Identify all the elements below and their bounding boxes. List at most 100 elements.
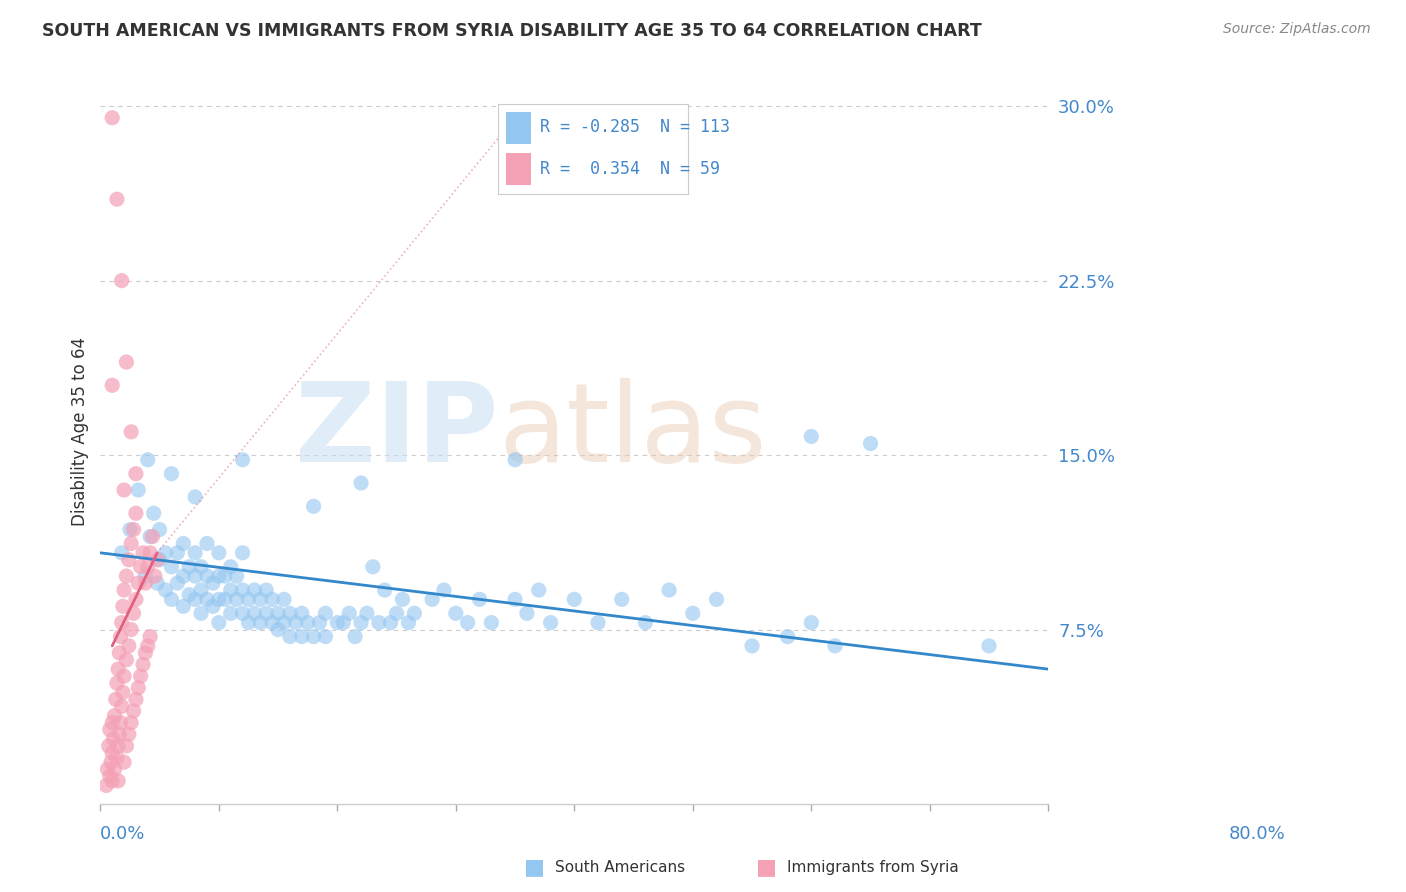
Point xyxy=(586,615,609,630)
Point xyxy=(179,559,201,574)
Point xyxy=(127,681,149,695)
Point xyxy=(208,546,231,560)
Point xyxy=(136,559,159,574)
Point xyxy=(179,588,201,602)
Y-axis label: Disability Age 35 to 64: Disability Age 35 to 64 xyxy=(72,337,89,526)
Text: SOUTH AMERICAN VS IMMIGRANTS FROM SYRIA DISABILITY AGE 35 TO 64 CORRELATION CHAR: SOUTH AMERICAN VS IMMIGRANTS FROM SYRIA … xyxy=(42,22,981,40)
Point xyxy=(249,592,271,607)
Point xyxy=(706,592,728,607)
Point xyxy=(184,546,207,560)
Point xyxy=(105,192,128,206)
Point xyxy=(143,569,166,583)
Point xyxy=(562,592,585,607)
Point xyxy=(225,569,247,583)
Point xyxy=(208,569,231,583)
Point xyxy=(391,592,413,607)
Text: ■: ■ xyxy=(524,857,544,877)
Point xyxy=(219,559,242,574)
Point xyxy=(201,576,224,591)
Text: ZIP: ZIP xyxy=(295,378,499,485)
Point xyxy=(115,569,138,583)
Point xyxy=(120,425,142,439)
Point xyxy=(141,529,163,543)
Point xyxy=(190,607,212,621)
Point xyxy=(96,762,118,776)
Point xyxy=(308,615,330,630)
Point xyxy=(396,615,419,630)
Point xyxy=(160,592,183,607)
Point xyxy=(108,646,131,660)
Point xyxy=(214,569,236,583)
Point xyxy=(108,727,131,741)
Point xyxy=(101,746,124,760)
Point xyxy=(468,592,491,607)
Point xyxy=(101,773,124,788)
Point xyxy=(104,692,127,706)
Point xyxy=(96,779,118,793)
Point xyxy=(243,582,266,597)
Point xyxy=(166,576,188,591)
Point xyxy=(380,615,402,630)
Point xyxy=(160,467,183,481)
Point xyxy=(112,669,135,683)
Point xyxy=(103,731,125,746)
Point xyxy=(741,639,763,653)
Point xyxy=(457,615,479,630)
Point xyxy=(254,582,277,597)
Point xyxy=(125,467,148,481)
Point xyxy=(125,592,148,607)
Point xyxy=(146,553,169,567)
Point xyxy=(125,692,148,706)
Point xyxy=(120,536,142,550)
Point xyxy=(139,546,162,560)
Point xyxy=(404,607,426,621)
Point xyxy=(122,704,145,718)
Point xyxy=(149,523,172,537)
Point xyxy=(149,553,172,567)
Point xyxy=(118,727,141,741)
Point xyxy=(97,739,120,753)
Point xyxy=(195,569,218,583)
Point xyxy=(291,630,314,644)
Point xyxy=(356,607,378,621)
Point xyxy=(634,615,657,630)
Point xyxy=(118,523,141,537)
Point xyxy=(314,630,336,644)
Point xyxy=(800,615,823,630)
Point xyxy=(100,755,122,769)
Point xyxy=(262,615,284,630)
Point xyxy=(112,483,135,497)
Point xyxy=(98,723,121,737)
Text: atlas: atlas xyxy=(499,378,768,485)
Point xyxy=(101,111,124,125)
Point xyxy=(273,592,295,607)
Point xyxy=(107,662,129,676)
Point xyxy=(190,559,212,574)
Point xyxy=(125,506,148,520)
Point xyxy=(610,592,633,607)
Point xyxy=(142,506,165,520)
Point xyxy=(859,436,882,450)
Point xyxy=(201,599,224,614)
Point xyxy=(195,592,218,607)
Point xyxy=(385,607,408,621)
Point xyxy=(232,582,254,597)
Point xyxy=(302,630,325,644)
Point xyxy=(262,592,284,607)
Point xyxy=(112,582,135,597)
Point xyxy=(238,615,260,630)
Point xyxy=(267,623,290,637)
Point xyxy=(350,615,373,630)
Point xyxy=(273,615,295,630)
Point xyxy=(278,607,301,621)
Point xyxy=(219,582,242,597)
Point xyxy=(516,607,538,621)
Point xyxy=(682,607,704,621)
Point xyxy=(110,715,132,730)
Text: 0.0%: 0.0% xyxy=(100,825,146,843)
Point xyxy=(184,592,207,607)
Point xyxy=(127,576,149,591)
Point xyxy=(444,607,467,621)
Point xyxy=(326,615,349,630)
Point xyxy=(337,607,360,621)
